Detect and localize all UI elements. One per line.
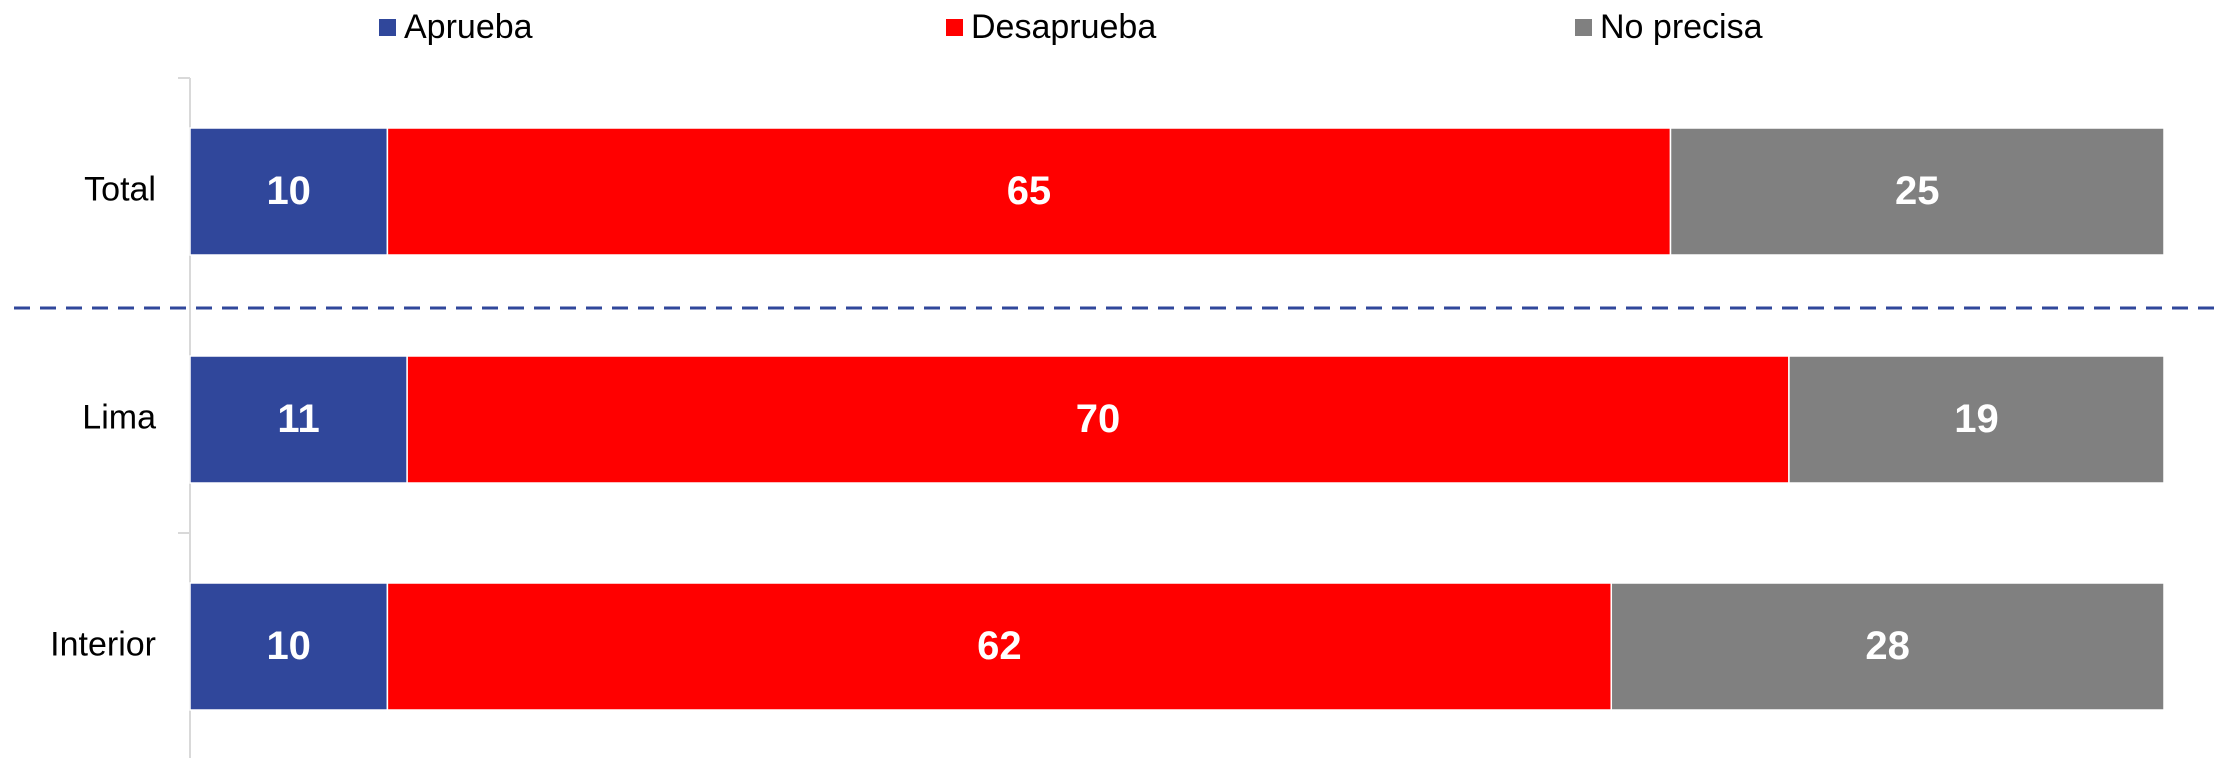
bar-segment [1788,355,2165,484]
bar-segment [189,582,389,711]
category-label: Interior [50,625,156,663]
data-label: 62 [977,624,1022,668]
data-label: 70 [1076,397,1121,441]
legend-label: Aprueba [404,8,533,46]
bar-segment [386,127,1672,256]
legend-swatch [379,19,396,36]
bar-segment [1610,582,2165,711]
legend-swatch [946,19,963,36]
data-label: 28 [1865,624,1910,668]
bar-segment [189,355,408,484]
legend-swatch [1575,19,1592,36]
category-label: Total [84,170,156,208]
data-label: 19 [1954,397,1999,441]
bar-segment [386,582,1613,711]
legend-label: Desaprueba [971,8,1156,46]
bar-segment [1669,127,2165,256]
bar-segment [189,127,389,256]
legend-label: No precisa [1600,8,1763,46]
data-label: 25 [1895,169,1940,213]
data-label: 10 [266,169,311,213]
data-label: 11 [277,397,319,441]
data-label: 65 [1007,169,1052,213]
category-label: Lima [82,398,156,436]
data-label: 10 [266,624,311,668]
